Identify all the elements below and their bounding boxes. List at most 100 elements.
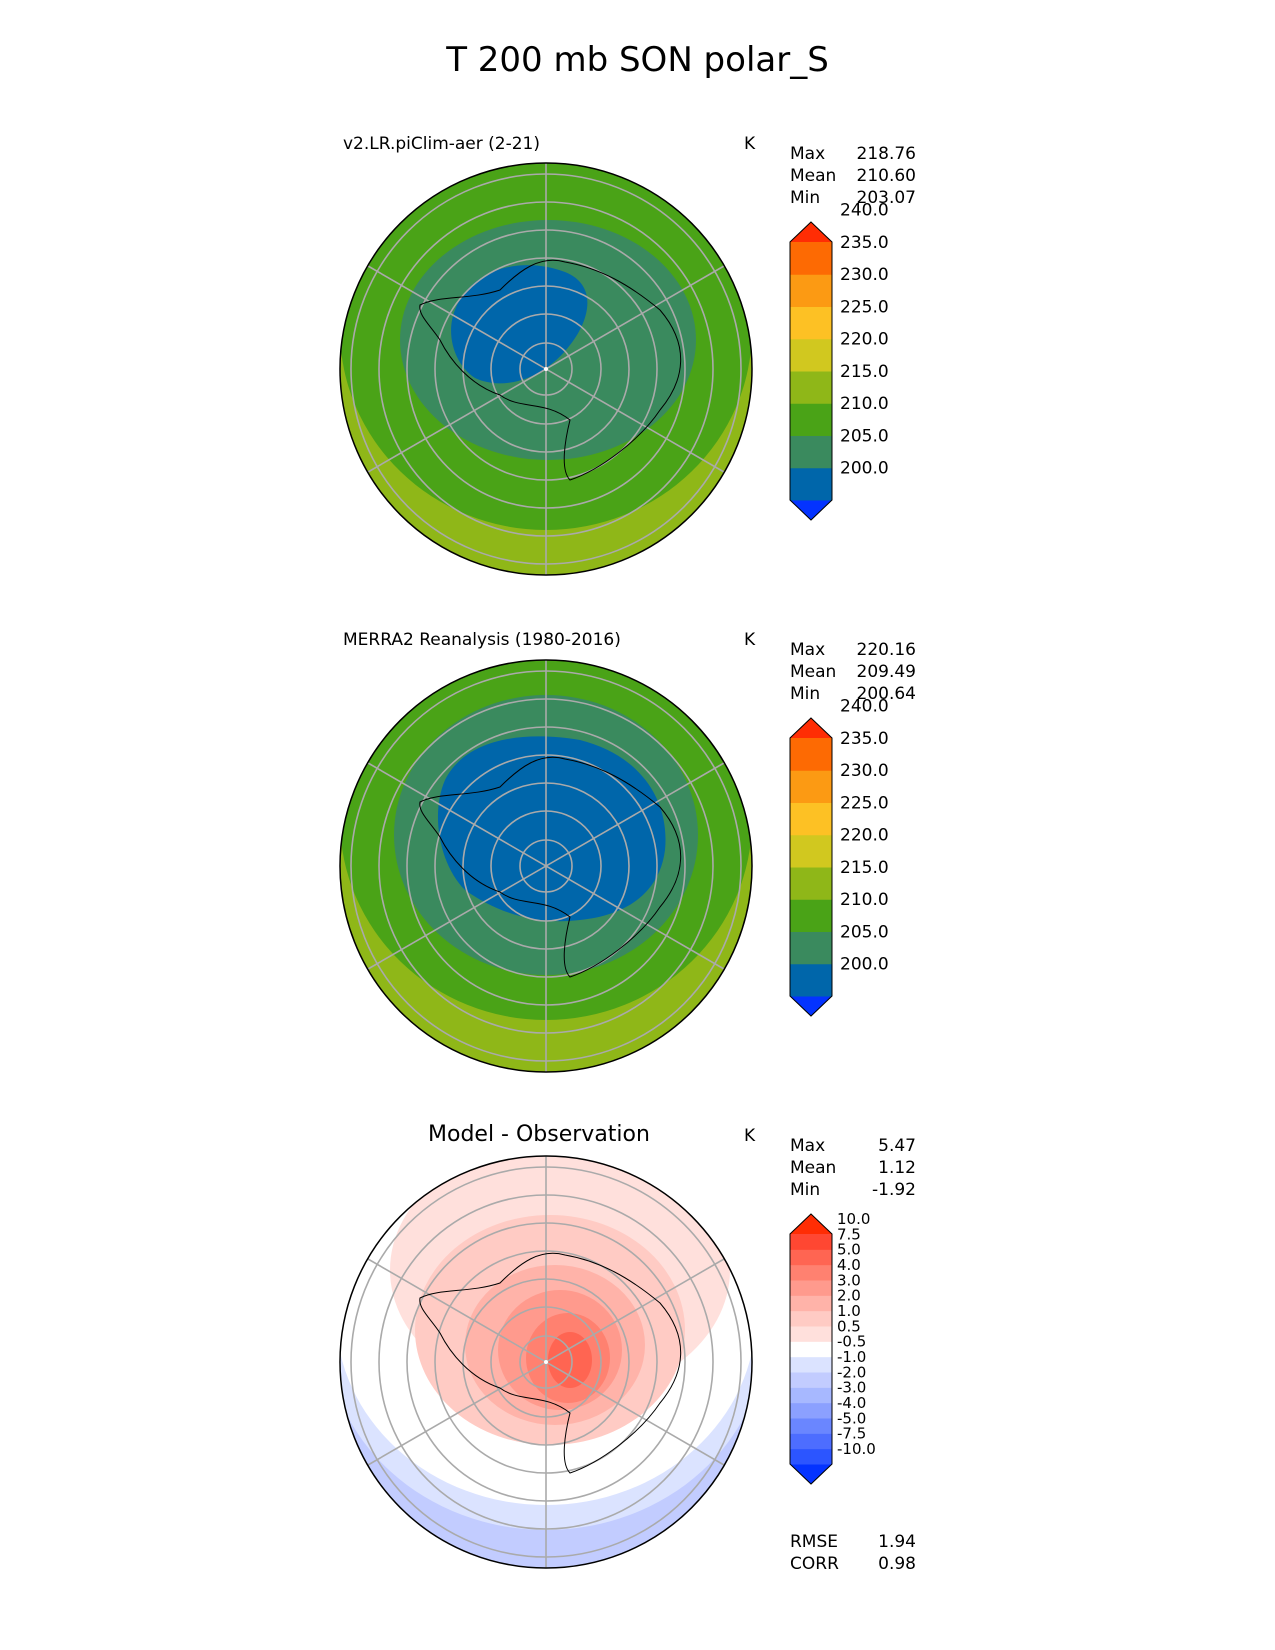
colorbar-tick-label: 10.0 <box>837 1210 870 1228</box>
colorbar-tick-label: -1.0 <box>837 1348 866 1366</box>
stat-value: 220.16 <box>856 640 916 660</box>
colorbar-tick-label: 205.0 <box>840 426 889 446</box>
colorbar-tick-label: 0.5 <box>837 1317 861 1335</box>
stat-label: Mean <box>790 662 837 682</box>
colorbar-segment <box>790 1356 832 1373</box>
colorbar-segment <box>790 1402 832 1419</box>
colorbar-tick-label: 220.0 <box>840 826 889 846</box>
colorbar-tick-label: 215.0 <box>840 362 889 382</box>
polar-map: 200.0 205.0 210.0 215.0 220.0 225.0 230.0 235.0… <box>339 659 889 1073</box>
units-label: K <box>744 630 756 650</box>
colorbar-tick-label: 240.0 <box>840 201 889 221</box>
colorbar-segment <box>790 467 832 501</box>
colorbar-tick-label: 220.0 <box>840 330 889 350</box>
colorbar-segment <box>790 1448 832 1465</box>
colorbar-segment <box>790 1326 832 1342</box>
panel-title: Model - Observation <box>428 1122 650 1147</box>
colorbar-segment <box>790 1387 832 1404</box>
colorbar-tick-label: 240.0 <box>840 697 889 717</box>
stat-value: -1.92 <box>872 1180 916 1200</box>
colorbar-segment <box>790 963 832 997</box>
colorbar-tick-label: 7.5 <box>837 1225 861 1243</box>
figure-title: T 200 mb SON polar_S <box>446 40 829 80</box>
stat-value: 0.98 <box>878 1554 916 1574</box>
colorbar-segment <box>790 1295 832 1312</box>
units-label: K <box>744 134 756 154</box>
colorbar-outline <box>789 1213 833 1485</box>
polar-map: 200.0 205.0 210.0 215.0 220.0 225.0 230.0 235.0… <box>339 162 889 576</box>
colorbar-tick-label: 2.0 <box>837 1287 861 1305</box>
colorbar-segment <box>790 242 832 275</box>
colorbar-tick-label: -4.0 <box>837 1394 866 1412</box>
colorbar-segment <box>790 996 832 1016</box>
stat-label: Max <box>790 640 826 660</box>
stats-box: Max 5.47 Mean 1.12 Min -1.92 <box>790 1135 916 1201</box>
colorbar-segment <box>790 1310 832 1327</box>
colorbar-tick-label: -10.0 <box>837 1440 876 1458</box>
stat-value: 1.12 <box>878 1158 916 1178</box>
stats-box: Max 218.76 Mean 210.60 Min 203.07 <box>790 143 916 209</box>
colorbar-tick-label: -7.5 <box>837 1425 866 1443</box>
colorbar-segment <box>790 1280 832 1296</box>
stat-label: RMSE <box>790 1532 839 1552</box>
stat-label: Min <box>790 1180 821 1200</box>
colorbar-segment <box>790 371 832 404</box>
colorbar-segment <box>790 1341 832 1358</box>
colorbar-segment <box>790 222 832 242</box>
stat-label: Max <box>790 144 826 164</box>
colorbar-tick-label: -5.0 <box>837 1409 866 1427</box>
colorbar-tick-label: 215.0 <box>840 858 889 878</box>
colorbar-segment <box>790 1234 832 1250</box>
stat-value: 210.60 <box>856 166 916 186</box>
colorbar: 200.0 205.0 210.0 215.0 220.0 225.0 230.0 235.0… <box>789 201 889 521</box>
colorbar-tick-label: 230.0 <box>840 265 889 285</box>
colorbar-segment <box>790 718 832 738</box>
colorbar-tick-label: 235.0 <box>840 233 889 253</box>
colorbar-segment <box>790 1264 832 1281</box>
colorbar-tick-label: 205.0 <box>840 922 889 942</box>
colorbar-segment <box>790 899 832 932</box>
colorbar-tick-label: 225.0 <box>840 297 889 317</box>
stat-label: Max <box>790 1136 826 1156</box>
panel-difference: Model - Observation K Max 5.47 Mean 1.12 M… <box>0 0 1275 1574</box>
colorbar-segment <box>790 403 832 436</box>
colorbar-segment <box>790 274 832 307</box>
colorbar-segment <box>790 435 832 469</box>
panel-title: MERRA2 Reanalysis (1980-2016) <box>343 630 621 650</box>
polar-map: -10.0-7.5-5.0-4.0-3.0-2.0-1.0-0.50.51.02… <box>339 1155 876 1569</box>
colorbar-tick-label: 200.0 <box>840 955 889 975</box>
colorbar: 200.0 205.0 210.0 215.0 220.0 225.0 230.0 235.0… <box>789 697 889 1017</box>
colorbar-tick-label: -0.5 <box>837 1333 866 1351</box>
stat-value: 203.07 <box>856 188 916 208</box>
colorbar-tick-label: 210.0 <box>840 890 889 910</box>
colorbar-tick-label: 210.0 <box>840 394 889 414</box>
colorbar-segment <box>790 1249 832 1266</box>
units-label: K <box>744 1126 756 1146</box>
colorbar-tick-label: 4.0 <box>837 1256 861 1274</box>
colorbar-segment <box>790 770 832 803</box>
colorbar-segment <box>790 867 832 900</box>
colorbar-tick-label: 230.0 <box>840 761 889 781</box>
colorbar-tick-label: 3.0 <box>837 1271 861 1289</box>
colorbar-tick-label: 200.0 <box>840 459 889 479</box>
stat-value: 209.49 <box>856 662 916 682</box>
colorbar-segment <box>790 306 832 340</box>
colorbar-segment <box>790 1372 832 1388</box>
colorbar-segment <box>790 1214 832 1234</box>
stat-label: Mean <box>790 1158 837 1178</box>
stat-label: Mean <box>790 166 837 186</box>
colorbar-tick-label: -2.0 <box>837 1363 866 1381</box>
colorbar-tick-label: 225.0 <box>840 793 889 813</box>
colorbar-tick-label: 5.0 <box>837 1241 861 1259</box>
colorbar: -10.0-7.5-5.0-4.0-3.0-2.0-1.0-0.50.51.02… <box>789 1210 876 1485</box>
colorbar-outline <box>789 717 833 1017</box>
colorbar-segment <box>790 834 832 868</box>
colorbar-tick-label: -3.0 <box>837 1379 866 1397</box>
stat-value: 1.94 <box>878 1532 916 1552</box>
stat-value: 218.76 <box>856 144 916 164</box>
stats-box: Max 220.16 Mean 209.49 Min 200.64 <box>790 639 916 705</box>
stat-label: Min <box>790 684 821 704</box>
colorbar-tick-label: 235.0 <box>840 729 889 749</box>
stat-label: CORR <box>790 1554 839 1574</box>
colorbar-segment <box>790 1433 832 1450</box>
